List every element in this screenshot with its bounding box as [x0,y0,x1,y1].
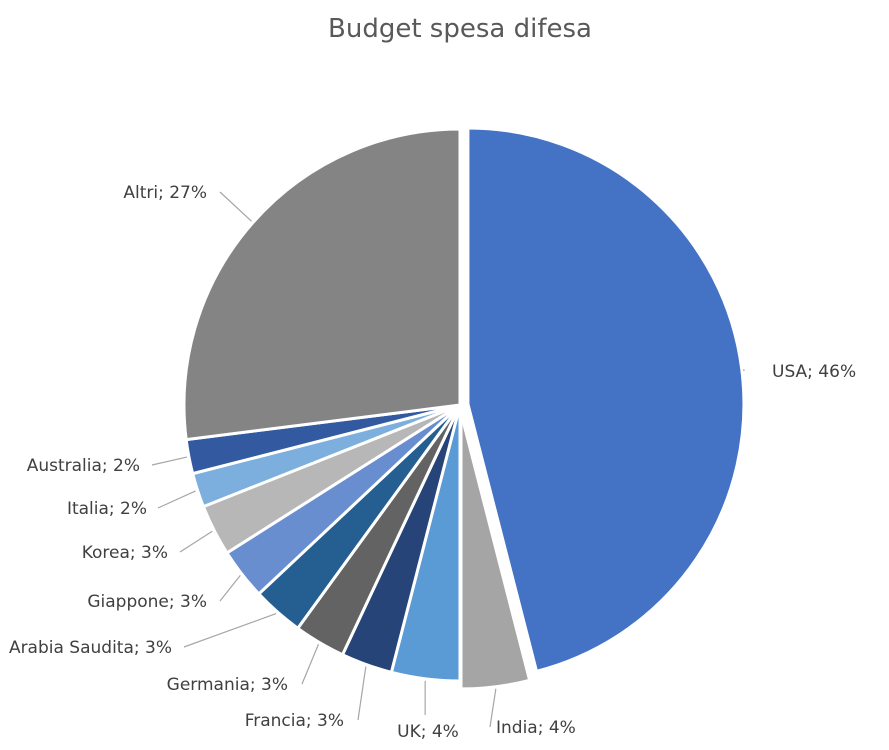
leader-line [301,644,320,685]
data-label: UK; 4% [397,722,459,742]
data-label: Altri; 27% [123,183,207,203]
data-label: USA; 46% [772,362,856,382]
data-label: Australia; 2% [27,456,140,476]
leader-line [489,688,497,728]
leader-line [151,456,188,466]
data-label: Francia; 3% [245,711,344,731]
pie-slice-india [459,412,532,691]
pie-slices [182,126,746,691]
data-label: Germania; 3% [167,675,288,695]
leader-line [219,191,252,222]
leader-lines [151,191,745,728]
leader-line [179,530,213,553]
data-label: Italia; 2% [67,499,147,519]
pie-slice-usa [466,126,746,674]
leader-line [357,666,367,721]
data-label: Korea; 3% [82,543,168,563]
data-label: India; 4% [496,718,576,738]
leader-line [157,490,196,509]
data-label: Giappone; 3% [87,592,207,612]
pie-slice-altri [182,127,462,442]
slice-labels: USA; 46% India; 4% UK; 4% Francia; 3% German… [9,183,856,742]
leader-line [183,612,277,648]
chart-title: Budget spesa difesa [328,14,592,44]
data-label: Arabia Saudita; 3% [9,638,172,658]
leader-line [219,575,241,602]
